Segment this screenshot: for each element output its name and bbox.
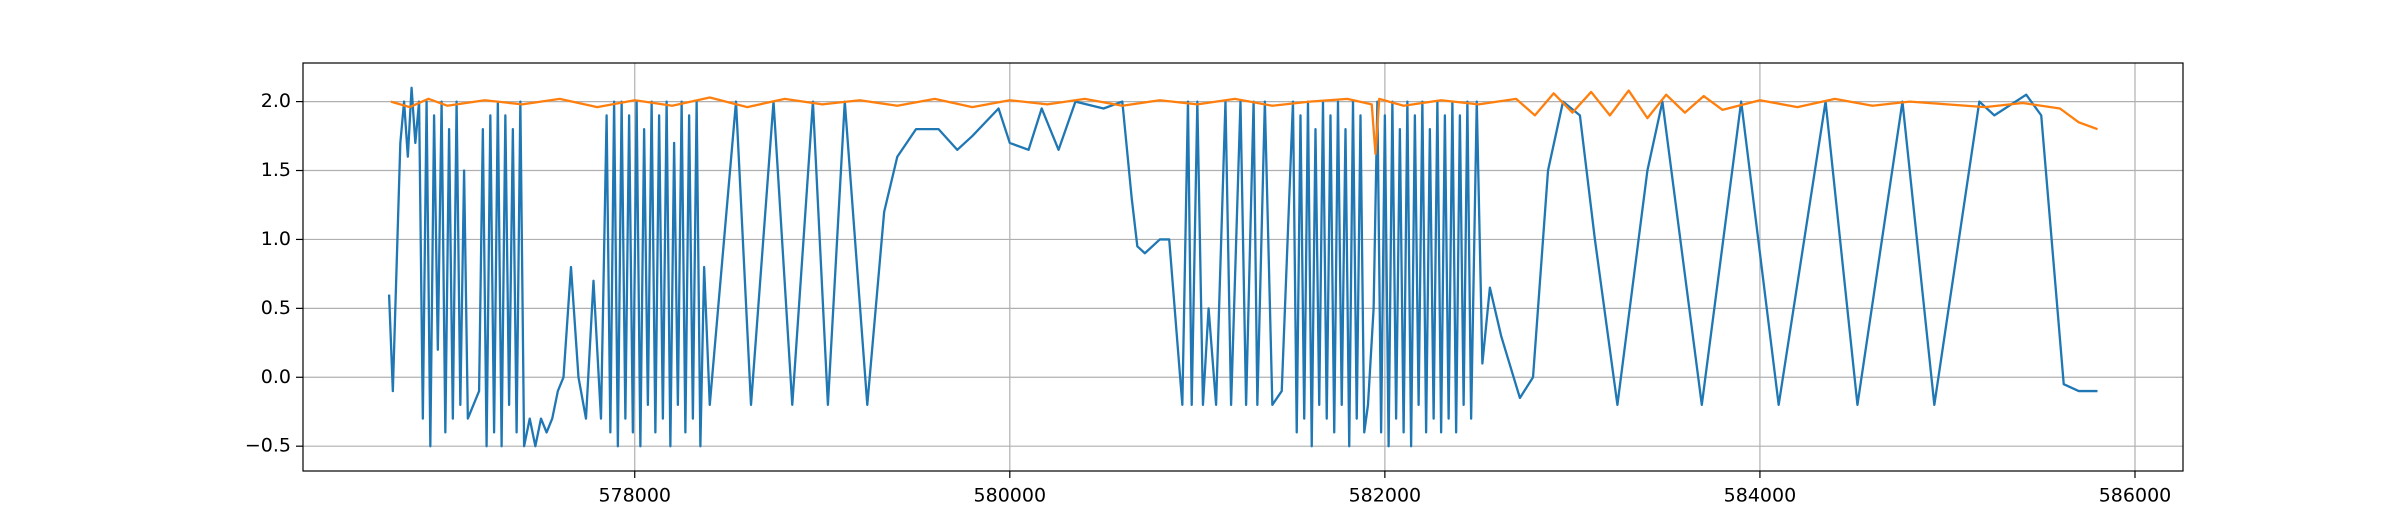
x-tick-label: 580000: [974, 485, 1047, 507]
y-tick-label: 0.5: [261, 297, 291, 319]
x-tick-label: 582000: [1349, 485, 1422, 507]
y-tick-label: −0.5: [245, 435, 291, 457]
x-tick-label: 584000: [1724, 485, 1797, 507]
y-tick-label: 1.0: [261, 228, 291, 250]
x-tick-label: 586000: [2099, 485, 2172, 507]
plot-frame: [302, 62, 2184, 472]
series-line: [390, 89, 2098, 156]
series-line: [387, 86, 2098, 448]
y-tick-label: 2.0: [261, 90, 291, 112]
y-tick-label: 0.0: [261, 366, 291, 388]
x-tick-label: 578000: [598, 485, 671, 507]
y-tick-label: 1.5: [261, 159, 291, 181]
